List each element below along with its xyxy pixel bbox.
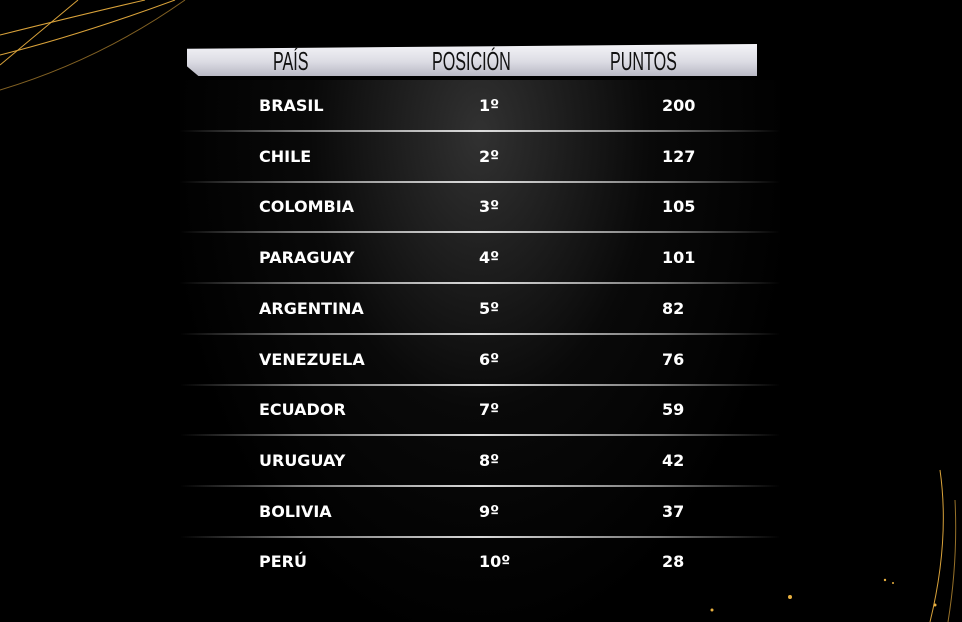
header-country: PAÍS: [273, 46, 309, 76]
cell-points: 76: [662, 349, 685, 369]
cell-position: 10º: [479, 552, 511, 572]
cell-position: 1º: [479, 96, 500, 115]
table-row: VENEZUELA 6º 76: [0, 335, 962, 385]
cell-country: PARAGUAY: [259, 248, 355, 268]
row-divider: [180, 180, 780, 183]
table-row: ECUADOR 7º 59: [0, 385, 962, 435]
table-row: BOLIVIA 9º 37: [0, 487, 962, 537]
cell-position: 8º: [479, 450, 500, 470]
cell-points: 200: [662, 96, 696, 115]
row-divider: [180, 282, 780, 285]
header-points: PUNTOS: [610, 46, 677, 76]
table-row: CHILE 2º 127: [0, 132, 962, 182]
cell-points: 37: [662, 501, 685, 521]
cell-points: 82: [662, 298, 685, 318]
cell-points: 28: [662, 552, 685, 572]
table-row: PERÚ 10º 28: [0, 537, 962, 587]
table-row: COLOMBIA 3º 105: [0, 182, 962, 232]
cell-country: ECUADOR: [259, 400, 346, 420]
cell-country: VENEZUELA: [259, 349, 365, 369]
background-glow: [180, 80, 780, 620]
cell-position: 7º: [479, 400, 500, 420]
row-divider: [180, 434, 780, 437]
cell-position: 5º: [479, 298, 500, 318]
cell-country: PERÚ: [259, 552, 307, 572]
header-position: POSICIÓN: [432, 46, 511, 76]
cell-position: 9º: [479, 501, 500, 521]
row-divider: [180, 130, 780, 132]
cell-country: ARGENTINA: [259, 298, 364, 318]
cell-points: 127: [662, 146, 696, 166]
row-divider: [180, 383, 780, 386]
cell-country: CHILE: [259, 146, 312, 166]
row-divider: [180, 231, 780, 234]
cell-country: BOLIVIA: [259, 501, 332, 521]
cell-country: URUGUAY: [259, 450, 346, 470]
cell-country: COLOMBIA: [259, 197, 355, 217]
row-divider: [180, 484, 780, 487]
cell-points: 59: [662, 400, 685, 420]
table-row: URUGUAY 8º 42: [0, 436, 962, 486]
cell-position: 4º: [479, 248, 500, 268]
row-divider: [180, 535, 780, 538]
table-header: PAÍS POSICIÓN PUNTOS: [187, 44, 757, 76]
table-row: BRASIL 1º 200: [0, 81, 962, 131]
table-row: PARAGUAY 4º 101: [0, 233, 962, 283]
cell-country: BRASIL: [259, 96, 324, 115]
cell-position: 6º: [479, 349, 500, 369]
row-divider: [180, 332, 780, 335]
cell-points: 101: [662, 248, 696, 268]
cell-points: 105: [662, 197, 696, 217]
cell-points: 42: [662, 450, 685, 470]
cell-position: 2º: [479, 146, 500, 166]
cell-position: 3º: [479, 197, 500, 217]
table-row: ARGENTINA 5º 82: [0, 284, 962, 334]
